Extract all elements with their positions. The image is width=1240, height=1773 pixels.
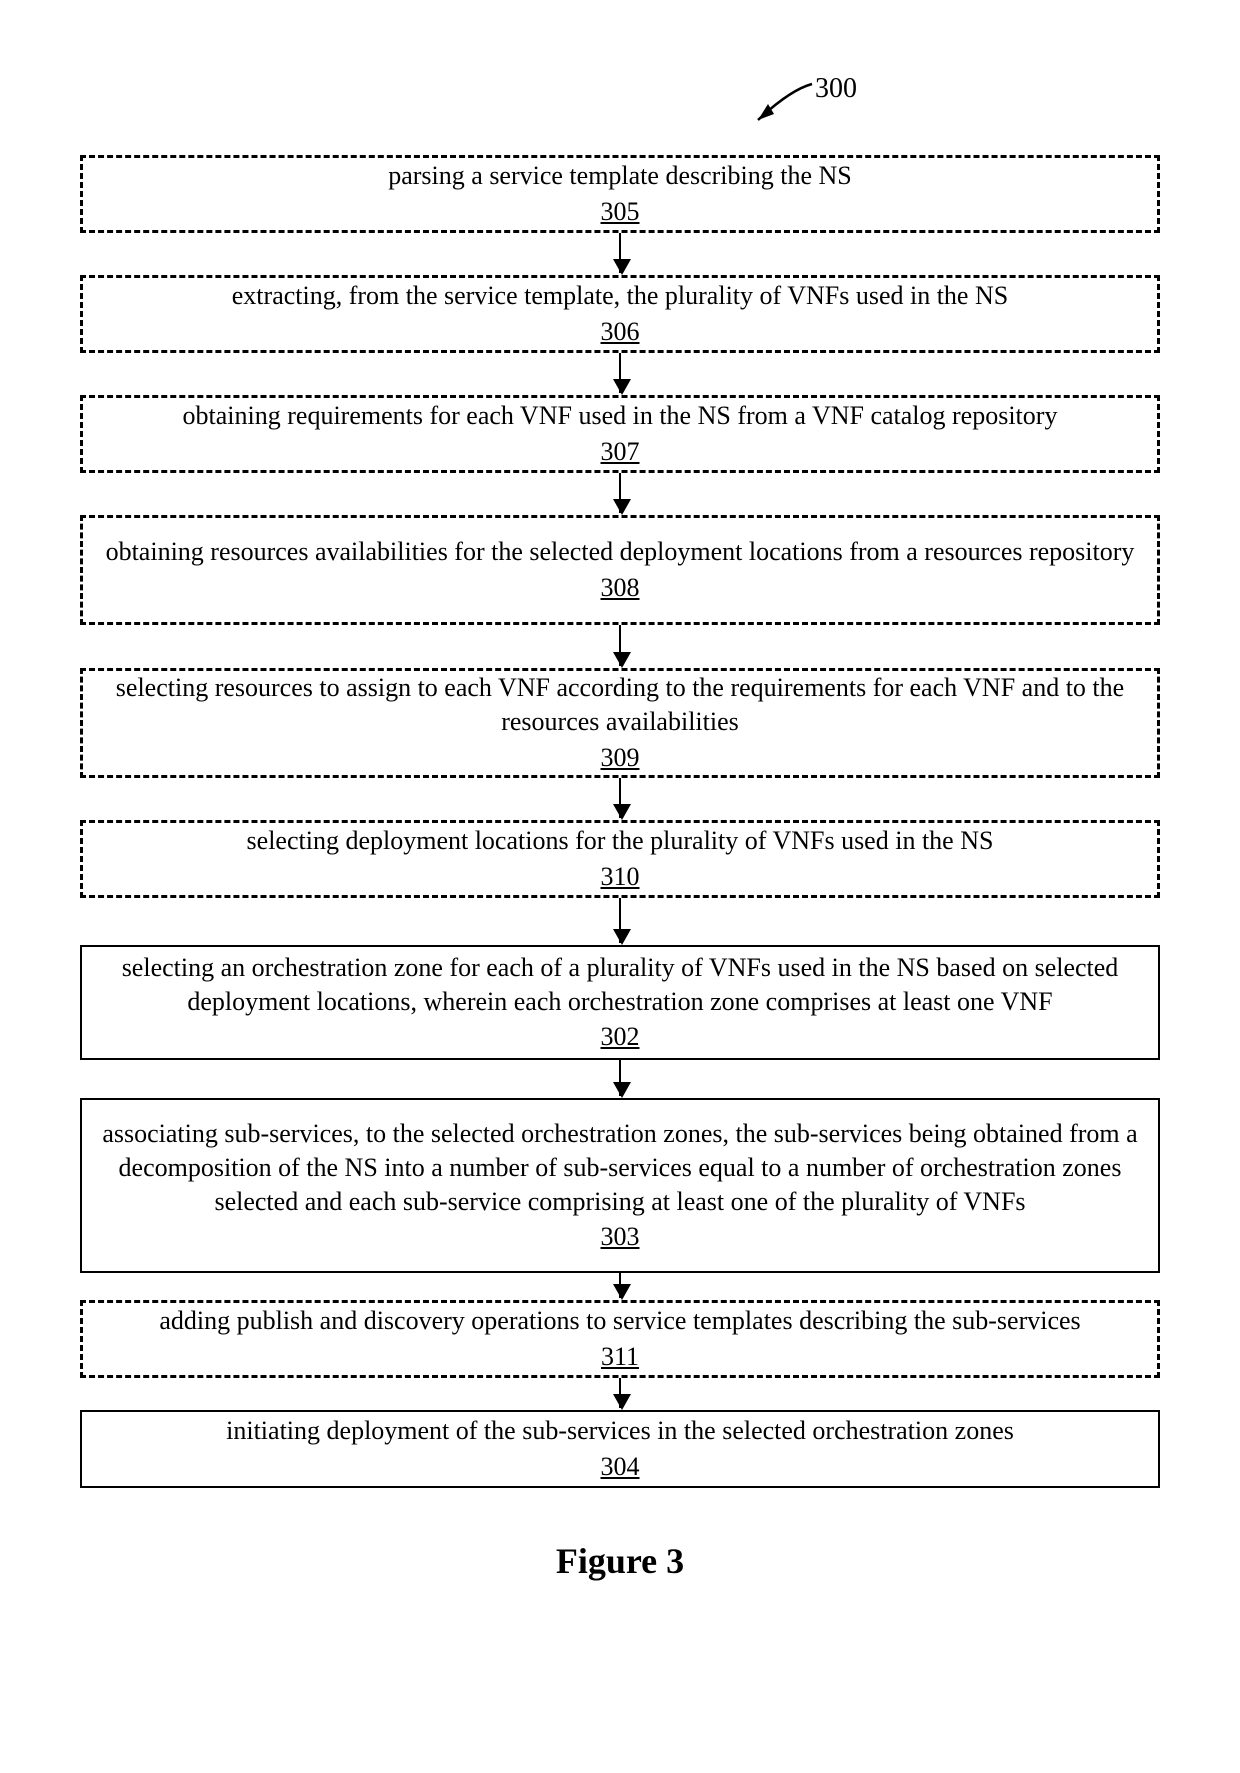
- step-307-num: 307: [601, 435, 640, 469]
- step-305-box: parsing a service template describing th…: [80, 155, 1160, 233]
- figure-ref-number: 300: [815, 73, 857, 105]
- step-304-text: initiating deployment of the sub-service…: [226, 1414, 1014, 1448]
- connector-5: [619, 898, 621, 943]
- step-302-num: 302: [601, 1020, 640, 1054]
- connector-7: [619, 1273, 621, 1298]
- step-308-text: obtaining resources availabilities for t…: [106, 535, 1135, 569]
- connector-4: [619, 778, 621, 818]
- step-310-box: selecting deployment locations for the p…: [80, 820, 1160, 898]
- step-306-text: extracting, from the service template, t…: [232, 279, 1008, 313]
- ref-arrow: [730, 80, 815, 135]
- connector-2: [619, 473, 621, 513]
- connector-8: [619, 1378, 621, 1408]
- step-303-text: associating sub-services, to the selecte…: [102, 1117, 1138, 1218]
- step-303-box: associating sub-services, to the selecte…: [80, 1098, 1160, 1273]
- step-311-text: adding publish and discovery operations …: [159, 1304, 1080, 1338]
- step-302-text: selecting an orchestration zone for each…: [102, 951, 1138, 1019]
- step-310-text: selecting deployment locations for the p…: [247, 824, 994, 858]
- step-305-num: 305: [601, 195, 640, 229]
- connector-6: [619, 1060, 621, 1096]
- figure-caption: Figure 3: [0, 1540, 1240, 1582]
- connector-3: [619, 625, 621, 666]
- step-305-text: parsing a service template describing th…: [388, 159, 852, 193]
- step-311-box: adding publish and discovery operations …: [80, 1300, 1160, 1378]
- step-307-text: obtaining requirements for each VNF used…: [183, 399, 1058, 433]
- step-306-box: extracting, from the service template, t…: [80, 275, 1160, 353]
- step-302-box: selecting an orchestration zone for each…: [80, 945, 1160, 1060]
- step-309-text: selecting resources to assign to each VN…: [103, 671, 1137, 739]
- step-311-num: 311: [601, 1340, 639, 1374]
- step-308-num: 308: [601, 571, 640, 605]
- step-303-num: 303: [601, 1220, 640, 1254]
- step-310-num: 310: [601, 860, 640, 894]
- connector-0: [619, 233, 621, 273]
- step-304-box: initiating deployment of the sub-service…: [80, 1410, 1160, 1488]
- step-306-num: 306: [601, 315, 640, 349]
- step-309-num: 309: [601, 741, 640, 775]
- step-308-box: obtaining resources availabilities for t…: [80, 515, 1160, 625]
- flowchart-page: 300 parsing a service template describin…: [0, 0, 1240, 1773]
- step-304-num: 304: [601, 1450, 640, 1484]
- step-309-box: selecting resources to assign to each VN…: [80, 668, 1160, 778]
- step-307-box: obtaining requirements for each VNF used…: [80, 395, 1160, 473]
- connector-1: [619, 353, 621, 393]
